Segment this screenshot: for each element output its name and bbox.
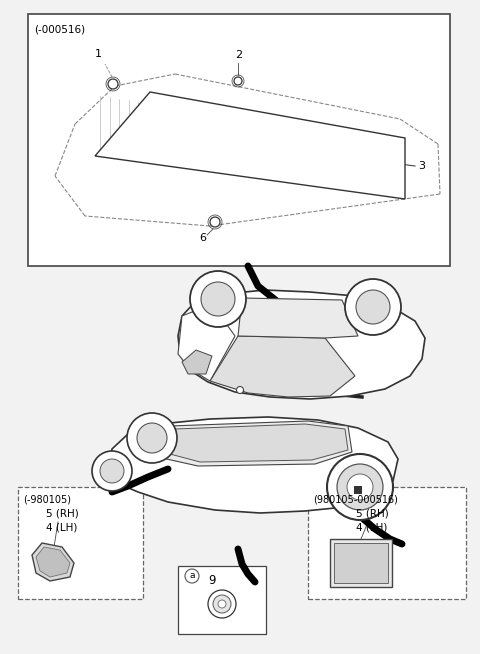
Text: 5 (RH): 5 (RH) <box>356 509 389 519</box>
Circle shape <box>213 595 231 613</box>
Polygon shape <box>36 547 70 577</box>
Bar <box>330 539 392 587</box>
Text: 4 (LH): 4 (LH) <box>356 522 387 532</box>
Polygon shape <box>170 424 348 462</box>
Circle shape <box>190 271 246 327</box>
Text: 4 (LH): 4 (LH) <box>46 522 77 532</box>
Circle shape <box>356 290 390 324</box>
FancyBboxPatch shape <box>18 487 143 599</box>
Polygon shape <box>238 298 358 338</box>
Circle shape <box>327 454 393 520</box>
Circle shape <box>218 600 226 608</box>
FancyBboxPatch shape <box>308 487 466 599</box>
Text: (-980105): (-980105) <box>23 494 71 504</box>
Text: a: a <box>189 572 195 581</box>
Text: 5 (RH): 5 (RH) <box>46 509 79 519</box>
Circle shape <box>234 77 242 85</box>
Circle shape <box>92 451 132 491</box>
Circle shape <box>237 387 243 394</box>
Circle shape <box>127 413 177 463</box>
Text: (-000516): (-000516) <box>34 24 85 34</box>
Text: 6: 6 <box>199 233 206 243</box>
Bar <box>28 14 450 266</box>
Bar <box>334 543 388 583</box>
Circle shape <box>210 217 220 227</box>
Circle shape <box>185 569 199 583</box>
Text: 1: 1 <box>95 49 102 59</box>
Circle shape <box>137 423 167 453</box>
Circle shape <box>108 79 118 89</box>
Circle shape <box>100 459 124 483</box>
Text: (980105-000516): (980105-000516) <box>313 494 398 504</box>
Polygon shape <box>162 421 352 466</box>
Text: 2: 2 <box>235 50 242 60</box>
Polygon shape <box>210 336 355 397</box>
Polygon shape <box>178 304 235 381</box>
Polygon shape <box>178 290 425 399</box>
Polygon shape <box>95 92 405 199</box>
Polygon shape <box>32 543 74 581</box>
Polygon shape <box>182 350 212 374</box>
Circle shape <box>345 279 401 335</box>
Text: 9: 9 <box>208 574 216 587</box>
Circle shape <box>347 474 373 500</box>
Polygon shape <box>108 417 398 513</box>
Bar <box>354 486 362 494</box>
Bar <box>178 566 266 634</box>
Circle shape <box>201 282 235 316</box>
Circle shape <box>208 590 236 618</box>
Text: 3: 3 <box>418 161 425 171</box>
Circle shape <box>337 464 383 510</box>
